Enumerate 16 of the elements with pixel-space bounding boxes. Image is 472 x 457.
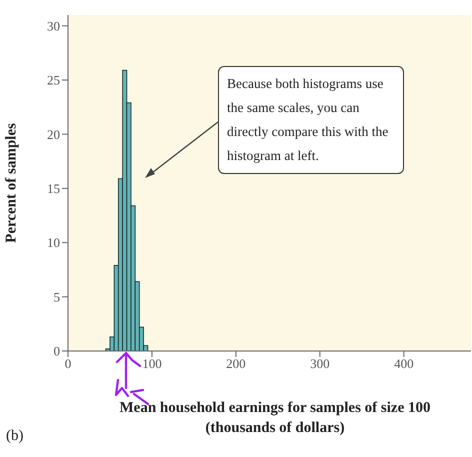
x-tick-label: 100	[142, 356, 162, 372]
y-tick-label: 30	[47, 18, 60, 34]
x-axis-title: Mean household earnings for samples of size 100 (thousands of dollars)	[118, 399, 432, 438]
y-tick-label: 20	[47, 126, 60, 142]
y-axis-title: Percent of samples	[3, 122, 20, 243]
y-tick-label: 5	[54, 289, 60, 304]
x-tick-label: 400	[394, 356, 414, 372]
x-tick-label: 200	[226, 356, 246, 372]
text: (b)	[6, 428, 24, 445]
y-tick-label: 10	[47, 235, 60, 250]
y-tick-label: 25	[47, 72, 60, 88]
x-tick-label: 300	[310, 356, 330, 372]
x-tick-label: 0	[64, 356, 72, 372]
y-tick-label: 0	[54, 344, 60, 359]
y-tick-label: 15	[47, 181, 60, 196]
annotation: Because both histograms use the same scales, you can directly compare this with the histogram at left.	[218, 66, 404, 174]
